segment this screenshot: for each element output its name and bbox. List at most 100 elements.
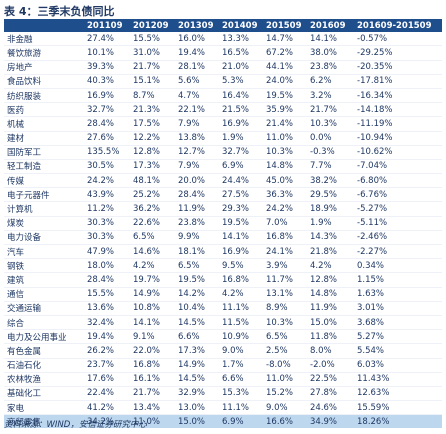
table-row: 通信 15.5% 14.9% 14.2% 4.2% 13.1% 14.8% 1.63%: [4, 287, 442, 302]
table-cell: 24.4%: [219, 173, 263, 189]
table-cell: 钢铁: [4, 258, 84, 274]
table-row: 电力及公用事业 19.4% 9.1% 6.6% 10.9% 6.5% 11.8% 5.27%: [4, 329, 442, 345]
table-row: 建材 27.6% 12.2% 13.8% 1.9% 11.0% 0.0% -10.94%: [4, 131, 442, 146]
table-cell: 19.5%: [175, 272, 219, 288]
table-cell: 13.0%: [175, 400, 219, 416]
table-cell: 0.34%: [354, 258, 442, 274]
table-cell: 10.1%: [84, 45, 130, 61]
table-cell: 轻工制造: [4, 159, 84, 175]
table-cell: 3.01%: [354, 301, 442, 316]
table-row: 医药 32.7% 21.3% 22.1% 21.5% 35.9% 21.7% -14.18%: [4, 102, 442, 118]
table-cell: 22.6%: [130, 216, 175, 231]
table-cell: 1.9%: [307, 216, 354, 231]
table-cell: 国防军工: [4, 145, 84, 160]
table-row: 农林牧渔 17.6% 16.1% 14.5% 6.6% 11.0% 22.5% 11.43%: [4, 372, 442, 387]
table-cell: 21.3%: [130, 102, 175, 118]
table-cell: 201209: [130, 19, 175, 33]
table-cell: 16.9%: [84, 88, 130, 104]
table-cell: -5.27%: [354, 201, 442, 217]
table-cell: 15.5%: [84, 287, 130, 302]
table-cell: 16.9%: [219, 116, 263, 132]
table-cell: -0.57%: [354, 32, 442, 47]
data-table: 201109 201209 201309 201409 201509 201609 2016…: [4, 19, 442, 429]
table-cell: 医药: [4, 102, 84, 118]
table-cell: 汽车: [4, 244, 84, 260]
table-row: 有色金属 26.2% 22.0% 17.3% 9.0% 2.5% 8.0% 5.54%: [4, 343, 442, 359]
table-cell: 3.2%: [307, 88, 354, 104]
table-cell: 30.3%: [84, 230, 130, 246]
table-cell: 32.9%: [175, 386, 219, 402]
table-cell: 1.15%: [354, 272, 442, 288]
table-cell: 11.0%: [130, 414, 175, 429]
table-cell: 14.7%: [263, 32, 307, 47]
table-cell: 食品饮料: [4, 74, 84, 89]
table-cell: 家电: [4, 400, 84, 416]
table-row: 交通运输 13.6% 10.8% 10.4% 11.1% 8.9% 11.9% 3.01%: [4, 301, 442, 316]
table-cell: 传媒: [4, 173, 84, 189]
table-cell: 6.03%: [354, 358, 442, 373]
table-cell: 2.5%: [263, 343, 307, 359]
table-cell: 5.6%: [175, 74, 219, 89]
table-cell: 11.7%: [263, 272, 307, 288]
table-cell: 5.54%: [354, 343, 442, 359]
table-cell: 15.59%: [354, 400, 442, 416]
table-cell: 1.9%: [219, 131, 263, 146]
table-cell: 1.63%: [354, 287, 442, 302]
table-cell: -17.81%: [354, 74, 442, 89]
table-cell: 14.5%: [175, 372, 219, 387]
table-row: 电力设备 30.3% 6.5% 9.9% 14.1% 16.8% 14.3% -2.46%: [4, 230, 442, 246]
table-cell: 5.3%: [219, 74, 263, 89]
table-cell: 通信: [4, 287, 84, 302]
table-cell: 15.5%: [130, 32, 175, 47]
table-cell: 38.0%: [307, 45, 354, 61]
table-cell: 18.9%: [307, 201, 354, 217]
table-cell: 6.9%: [219, 414, 263, 429]
table-cell: 32.7%: [219, 145, 263, 160]
table-cell: 19.4%: [84, 329, 130, 345]
table-cell: 67.2%: [263, 45, 307, 61]
table-cell: 22.1%: [175, 102, 219, 118]
table-cell: 16.8%: [219, 272, 263, 288]
table-cell: 10.3%: [263, 145, 307, 160]
table-cell: 12.8%: [307, 272, 354, 288]
table-cell: 0.0%: [307, 131, 354, 146]
table-cell: 12.2%: [130, 131, 175, 146]
table-cell: 47.9%: [84, 244, 130, 260]
table-cell: 21.7%: [130, 386, 175, 402]
table-cell: 非金融: [4, 32, 84, 47]
table-cell: 21.5%: [219, 102, 263, 118]
table-cell: 17.5%: [130, 116, 175, 132]
table-cell: 餐饮旅游: [4, 45, 84, 61]
table-cell: 201109: [84, 19, 130, 33]
table-cell: -6.80%: [354, 173, 442, 189]
table-cell: 纺织服装: [4, 88, 84, 104]
table-row: 计算机 11.2% 36.2% 11.9% 29.3% 24.2% 18.9% -5.27%: [4, 201, 442, 217]
table-cell: 16.1%: [130, 372, 175, 387]
table-cell: 11.2%: [84, 201, 130, 217]
table-cell: 14.8%: [307, 287, 354, 302]
table-cell: 4.7%: [175, 88, 219, 104]
table-cell: 14.3%: [307, 230, 354, 246]
table-cell: 38.2%: [307, 173, 354, 189]
table-cell: 建材: [4, 131, 84, 146]
table-cell: 27.8%: [307, 386, 354, 402]
table-cell: 11.0%: [263, 372, 307, 387]
table-cell: 机械: [4, 116, 84, 132]
table-cell: -5.11%: [354, 216, 442, 231]
table-cell: 12.7%: [175, 145, 219, 160]
table-cell: 17.6%: [84, 372, 130, 387]
table-cell: -6.76%: [354, 187, 442, 203]
table-cell: 48.1%: [130, 173, 175, 189]
table-row: 煤炭 30.3% 22.6% 23.8% 19.5% 7.0% 1.9% -5.11%: [4, 216, 442, 231]
table-cell: 17.3%: [175, 343, 219, 359]
table-cell: 14.1%: [307, 32, 354, 47]
table-cell: 9.0%: [219, 343, 263, 359]
table-cell: 19.5%: [219, 216, 263, 231]
table-cell: 16.6%: [263, 414, 307, 429]
table-cell: 1.7%: [219, 358, 263, 373]
table-cell: 10.3%: [307, 116, 354, 132]
table-cell: 201409: [219, 19, 263, 33]
table-cell: 25.2%: [130, 187, 175, 203]
table-row: 机械 28.4% 17.5% 7.9% 16.9% 21.4% 10.3% -11.19%: [4, 116, 442, 132]
table-cell: 14.6%: [130, 244, 175, 260]
